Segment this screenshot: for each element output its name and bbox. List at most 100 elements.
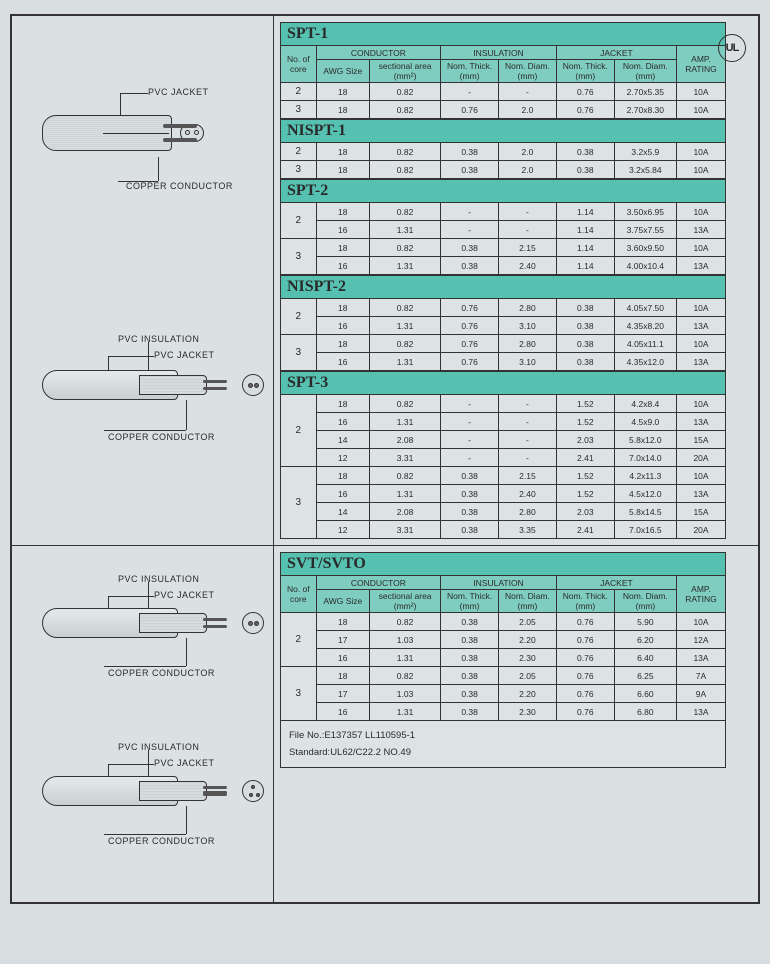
cell-amp: 10A xyxy=(677,335,726,353)
cell-amp: 13A xyxy=(677,413,726,431)
cell-core: 3 xyxy=(281,101,317,119)
svt-diagrams: PVC INSULATION PVC JACKET COPPER CONDUCT… xyxy=(12,546,274,902)
round-cable-body xyxy=(42,370,178,400)
cell-jthick: 0.38 xyxy=(556,317,614,335)
cell-jdiam: 6.20 xyxy=(614,631,676,649)
cell-area: 1.31 xyxy=(369,221,440,239)
cell-jdiam: 4.2x8.4 xyxy=(614,395,676,413)
ul-text: UL xyxy=(726,42,739,54)
cell-jthick: 1.14 xyxy=(556,203,614,221)
cell-idiam: 2.0 xyxy=(499,161,557,179)
cell-jthick: 0.76 xyxy=(556,703,614,721)
cell-core: 2 xyxy=(281,613,317,667)
cell-awg: 18 xyxy=(316,203,369,221)
cell-amp: 15A xyxy=(677,431,726,449)
cell-ithick: - xyxy=(441,83,499,101)
cell-ithick: 0.38 xyxy=(441,613,499,631)
cell-awg: 16 xyxy=(316,485,369,503)
cell-idiam: 2.80 xyxy=(499,299,557,317)
cell-awg: 18 xyxy=(316,613,369,631)
cell-jthick: 0.76 xyxy=(556,631,614,649)
cell-jthick: 2.03 xyxy=(556,431,614,449)
col-jdiam: Nom. Diam.(mm) xyxy=(614,590,676,613)
label-pvc-jacket-4: PVC JACKET xyxy=(154,758,215,768)
cell-awg: 18 xyxy=(316,467,369,485)
spt-tables: SPT-1 No. ofcore CONDUCTOR INSULATION JA… xyxy=(274,16,758,545)
cell-idiam: - xyxy=(499,395,557,413)
cell-area: 0.82 xyxy=(369,467,440,485)
cell-awg: 14 xyxy=(316,503,369,521)
cell-jthick: 0.76 xyxy=(556,83,614,101)
cell-idiam: 2.05 xyxy=(499,667,557,685)
cell-core: 2 xyxy=(281,143,317,161)
table-row: 2180.820.382.00.383.2x5.910A xyxy=(281,143,726,161)
svt-section: PVC INSULATION PVC JACKET COPPER CONDUCT… xyxy=(12,546,758,902)
table-row: 161.31--1.143.75x7.5513A xyxy=(281,221,726,239)
cell-ithick: 0.38 xyxy=(441,239,499,257)
cell-idiam: 3.10 xyxy=(499,317,557,335)
cell-ithick: - xyxy=(441,221,499,239)
section-title: SPT-2 xyxy=(280,179,726,202)
spt-diagrams: PVC JACKET COPPER CONDUCTOR xyxy=(12,16,274,545)
table-row: 142.08--2.035.8x12.015A xyxy=(281,431,726,449)
cell-area: 1.31 xyxy=(369,257,440,275)
cell-area: 0.82 xyxy=(369,161,440,179)
cell-jdiam: 5.90 xyxy=(614,613,676,631)
section-title: NISPT-2 xyxy=(280,275,726,298)
cell-jthick: 0.76 xyxy=(556,685,614,703)
cell-jdiam: 5.8x14.5 xyxy=(614,503,676,521)
cell-jdiam: 4.05x11.1 xyxy=(614,335,676,353)
label-pvc-jacket-3: PVC JACKET xyxy=(154,590,215,600)
section-title: SVT/SVTO xyxy=(280,552,726,575)
cell-area: 0.82 xyxy=(369,613,440,631)
cell-core: 3 xyxy=(281,335,317,371)
cell-area: 0.82 xyxy=(369,83,440,101)
cell-jthick: 2.41 xyxy=(556,449,614,467)
cell-ithick: 0.38 xyxy=(441,685,499,703)
table-row: 161.310.763.100.384.35x12.013A xyxy=(281,353,726,371)
cell-jdiam: 3.60x9.50 xyxy=(614,239,676,257)
cell-awg: 16 xyxy=(316,353,369,371)
cell-ithick: 0.38 xyxy=(441,467,499,485)
grp-insulation: INSULATION xyxy=(441,46,557,60)
cell-jthick: 0.76 xyxy=(556,613,614,631)
col-ithick: Nom. Thick.(mm) xyxy=(441,590,499,613)
label-pvc-insulation-3: PVC INSULATION xyxy=(118,574,199,584)
cell-area: 1.31 xyxy=(369,703,440,721)
cell-ithick: - xyxy=(441,449,499,467)
cell-ithick: 0.38 xyxy=(441,257,499,275)
cell-idiam: 3.10 xyxy=(499,353,557,371)
cell-awg: 14 xyxy=(316,431,369,449)
col-core: No. ofcore xyxy=(281,576,317,613)
table-row: 161.310.763.100.384.35x8.2013A xyxy=(281,317,726,335)
col-jdiam: Nom. Diam.(mm) xyxy=(614,60,676,83)
cell-idiam: 2.05 xyxy=(499,613,557,631)
cell-area: 0.82 xyxy=(369,101,440,119)
cell-idiam: - xyxy=(499,221,557,239)
cell-awg: 16 xyxy=(316,257,369,275)
cell-area: 2.08 xyxy=(369,503,440,521)
cell-idiam: - xyxy=(499,431,557,449)
cell-area: 3.31 xyxy=(369,449,440,467)
cell-amp: 13A xyxy=(677,257,726,275)
cell-amp: 13A xyxy=(677,649,726,667)
cell-idiam: 2.30 xyxy=(499,703,557,721)
cell-ithick: 0.38 xyxy=(441,631,499,649)
spec-table: 2180.82--1.143.50x6.9510A161.31--1.143.7… xyxy=(280,202,726,275)
table-row: 3180.820.762.800.384.05x11.110A xyxy=(281,335,726,353)
cell-area: 0.82 xyxy=(369,143,440,161)
cell-awg: 18 xyxy=(316,299,369,317)
section-title: NISPT-1 xyxy=(280,119,726,142)
cell-jthick: 0.38 xyxy=(556,335,614,353)
cell-awg: 18 xyxy=(316,83,369,101)
round-cable-3core-svt-diagram: PVC INSULATION PVC JACKET COPPER CONDUCT… xyxy=(18,748,267,868)
cell-jthick: 0.38 xyxy=(556,353,614,371)
cell-jthick: 1.14 xyxy=(556,221,614,239)
cell-idiam: 2.15 xyxy=(499,239,557,257)
flat-cable-body xyxy=(42,115,172,151)
section-title: SPT-1 xyxy=(280,22,726,45)
cell-jdiam: 4.00x10.4 xyxy=(614,257,676,275)
ul-certification-mark: UL xyxy=(718,34,746,62)
cell-jdiam: 4.2x11.3 xyxy=(614,467,676,485)
spec-table: No. ofcore CONDUCTOR INSULATION JACKET A… xyxy=(280,575,726,721)
